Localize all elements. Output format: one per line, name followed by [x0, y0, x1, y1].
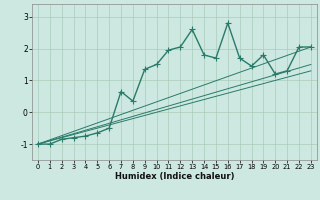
X-axis label: Humidex (Indice chaleur): Humidex (Indice chaleur) [115, 172, 234, 181]
